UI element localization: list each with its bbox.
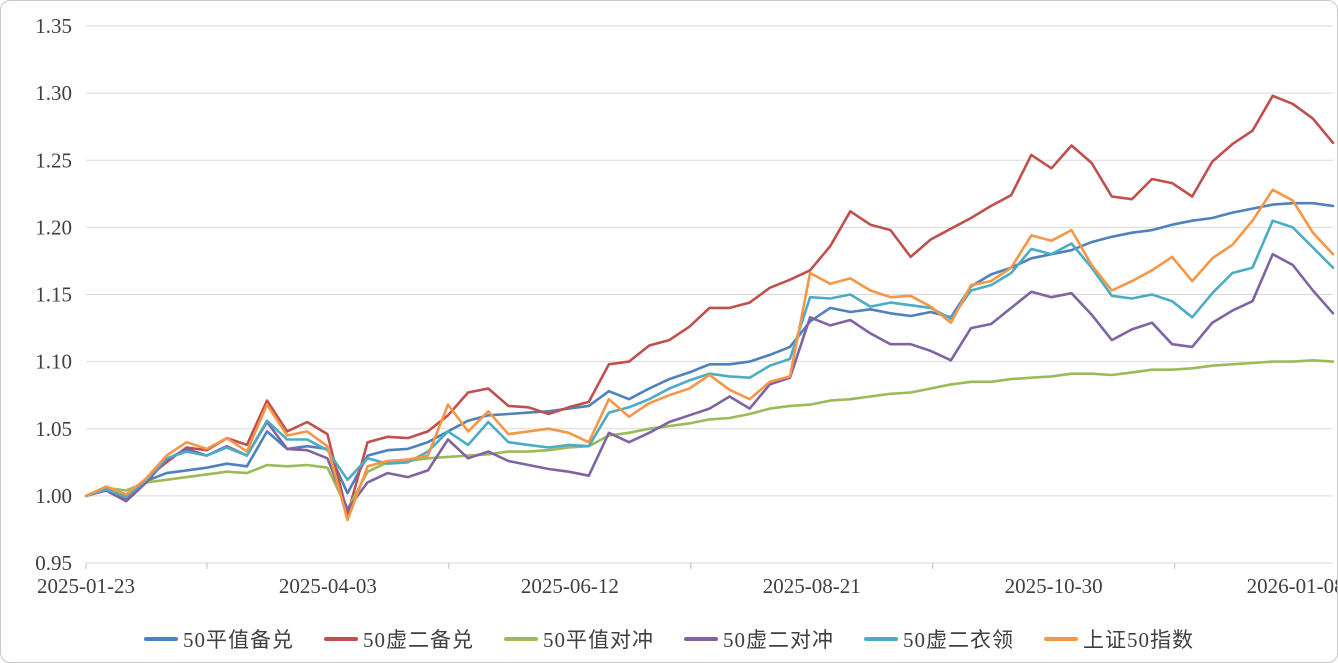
x-axis-tick-label: 2025-01-23 bbox=[37, 574, 135, 598]
x-axis-tick-label: 2025-06-12 bbox=[521, 574, 619, 598]
y-axis-tick-label: 1.20 bbox=[35, 215, 72, 239]
x-axis-tick-label: 2026-01-08 bbox=[1247, 574, 1338, 598]
legend-line-swatch bbox=[684, 637, 718, 641]
legend-line-swatch bbox=[504, 637, 538, 641]
series-line-4 bbox=[84, 219, 1335, 499]
x-axis-tick-label: 2025-08-21 bbox=[763, 574, 861, 598]
legend-item-4: 50虚二衣领 bbox=[864, 624, 1014, 654]
series-line-5 bbox=[84, 188, 1335, 522]
legend-label: 50平值备兑 bbox=[183, 628, 294, 652]
y-axis-tick-label: 1.00 bbox=[35, 484, 72, 508]
y-axis-tick-label: 1.30 bbox=[35, 81, 72, 105]
legend-line-swatch bbox=[1044, 637, 1078, 641]
y-axis-tick-label: 0.95 bbox=[35, 551, 72, 575]
legend-line-swatch bbox=[324, 637, 358, 641]
legend-item-1: 50虚二备兑 bbox=[324, 624, 474, 654]
legend-label: 50虚二对冲 bbox=[723, 628, 834, 652]
legend-item-3: 50虚二对冲 bbox=[684, 624, 834, 654]
y-axis-tick-label: 1.35 bbox=[35, 14, 72, 38]
y-axis-tick-label: 1.25 bbox=[35, 148, 72, 172]
legend-line-swatch bbox=[144, 637, 178, 641]
legend-label: 50虚二衣领 bbox=[903, 628, 1014, 652]
series-line-0 bbox=[84, 201, 1335, 499]
legend-item-5: 上证50指数 bbox=[1044, 624, 1194, 654]
x-axis-tick-label: 2025-10-30 bbox=[1005, 574, 1103, 598]
y-axis-tick-label: 1.10 bbox=[35, 350, 72, 374]
series-line-2 bbox=[84, 358, 1335, 511]
legend-label: 50平值对冲 bbox=[543, 628, 654, 652]
legend-line-swatch bbox=[864, 637, 898, 641]
y-axis-tick-label: 1.05 bbox=[35, 417, 72, 441]
series-line-3 bbox=[84, 252, 1335, 511]
x-axis-tick-label: 2025-04-03 bbox=[279, 574, 377, 598]
legend-item-2: 50平值对冲 bbox=[504, 624, 654, 654]
legend-item-0: 50平值备兑 bbox=[144, 624, 294, 654]
series-line-1 bbox=[84, 94, 1335, 517]
y-axis-tick-label: 1.15 bbox=[35, 283, 72, 307]
chart-legend: 50平值备兑 50虚二备兑 50平值对冲 50虚二对冲 50虚二衣领 上证50指数 bbox=[1, 621, 1337, 657]
legend-label: 上证50指数 bbox=[1083, 628, 1194, 652]
legend-label: 50虚二备兑 bbox=[363, 628, 474, 652]
